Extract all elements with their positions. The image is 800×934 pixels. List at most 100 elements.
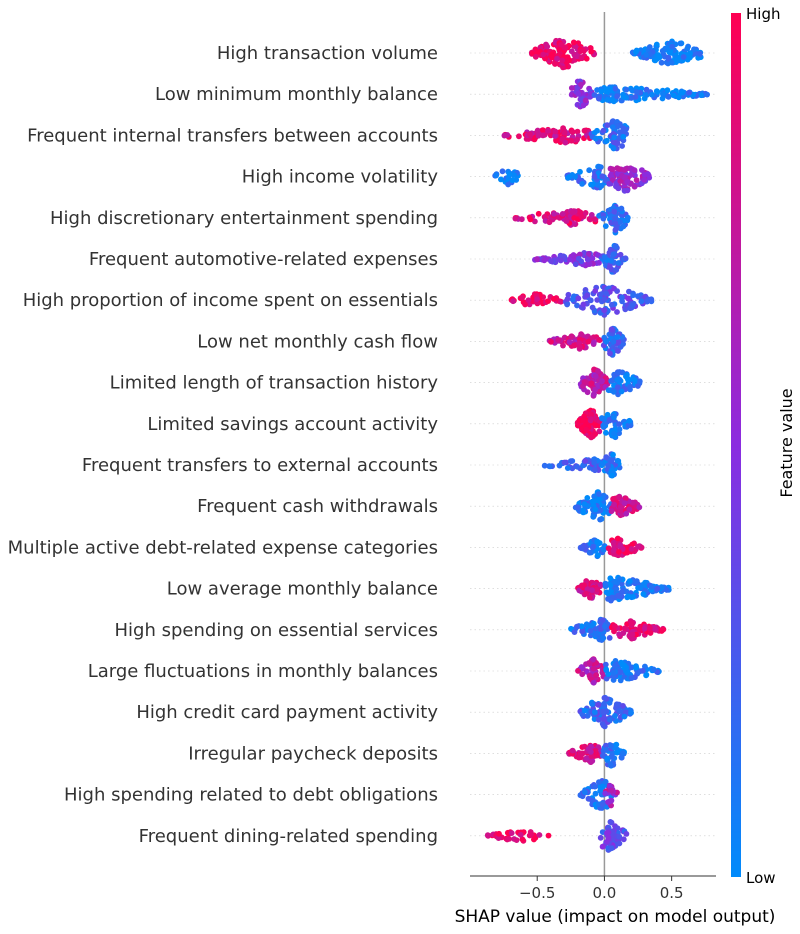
shap-point [609,472,616,479]
shap-point [550,296,557,302]
shap-point [600,722,607,729]
shap-point [576,587,583,594]
shap-point [563,218,570,225]
feature-label: High spending on essential services [115,620,438,641]
feature-row-points [575,574,672,604]
shap-point [596,779,602,785]
shap-point [611,662,618,669]
feature-label: High income volatility [242,167,439,188]
shap-point [625,422,632,429]
shap-point [548,258,554,265]
shap-point [569,747,576,754]
feature-row-points [546,325,627,358]
shap-point [603,589,610,596]
shap-point [568,137,575,144]
shap-point [610,338,617,345]
shap-point [603,708,610,715]
shap-point [559,211,566,217]
shap-point [616,833,623,840]
shap-point [659,626,666,633]
shap-point [581,127,588,134]
shap-point [571,629,578,635]
shap-point [634,293,641,299]
shap-point [626,506,633,513]
shap-point [621,167,628,173]
shap-point [543,41,549,48]
shap-point [559,57,566,64]
shap-point [627,664,634,671]
shap-point [617,542,624,548]
shap-point [579,181,585,187]
feature-label: Low net monthly cash flow [197,331,438,352]
shap-point [649,91,655,98]
shap-point [557,257,564,264]
shap-point [616,494,623,501]
shap-point [675,94,682,101]
shap-point [624,375,631,382]
shap-point [522,301,528,308]
colorbar-title: Feature value [777,388,796,497]
shap-point [635,543,641,550]
shap-point [599,843,606,850]
shap-point [698,92,705,99]
shap-point [617,178,624,185]
shap-point [611,430,617,437]
shap-point [633,177,640,184]
feature-label: Irregular paycheck deposits [188,743,438,764]
shap-point [619,128,626,135]
shap-point [541,257,548,264]
shap-point [611,501,617,508]
shap-point [569,209,576,216]
shap-point [519,836,526,843]
shap-point [557,252,564,259]
shap-point [572,261,579,268]
feature-row-points [566,741,627,769]
feature-label: High discretionary entertainment spendin… [50,208,438,229]
shap-point [588,411,594,418]
feature-label: Multiple active debt-related expense cat… [8,537,438,558]
shap-point [612,215,618,222]
shap-point [509,177,516,184]
shap-point [519,294,526,301]
shap-point [592,467,598,474]
shap-point [646,44,653,50]
shap-point [617,576,623,582]
shap-point [501,132,508,139]
shap-point [590,513,597,520]
shap-point [569,465,576,472]
feature-label: Large fluctuations in monthly balances [88,661,438,682]
shap-point [499,168,506,175]
shap-point [626,417,633,424]
shap-point [616,426,623,433]
shap-point [669,43,675,50]
feature-row-points [492,163,653,194]
shap-point [635,669,642,676]
shap-point [581,789,588,796]
shap-point [617,219,623,226]
shap-point [484,832,491,839]
shap-point [546,219,553,226]
shap-point [566,339,573,346]
shap-point [565,291,572,298]
shap-point [613,266,620,273]
shap-point [631,377,638,383]
shap-point [587,216,593,223]
shap-point [570,39,577,46]
shap-point [600,617,606,623]
shap-point [611,623,618,630]
shap-point [658,59,665,66]
shap-point [658,584,665,591]
shap-point [623,86,630,93]
shap-point [575,667,581,674]
shap-point [643,672,649,679]
shap-point [610,451,616,458]
shap-point [535,132,542,139]
shap-point [574,302,580,309]
shap-point [610,388,617,395]
shap-point [496,830,502,837]
shap-point [561,130,568,136]
x-axis: −0.5 0.0 0.5 SHAP value (impact on model o… [455,875,775,927]
shap-point [560,342,566,349]
shap-point [579,628,586,635]
shap-point [580,102,587,109]
